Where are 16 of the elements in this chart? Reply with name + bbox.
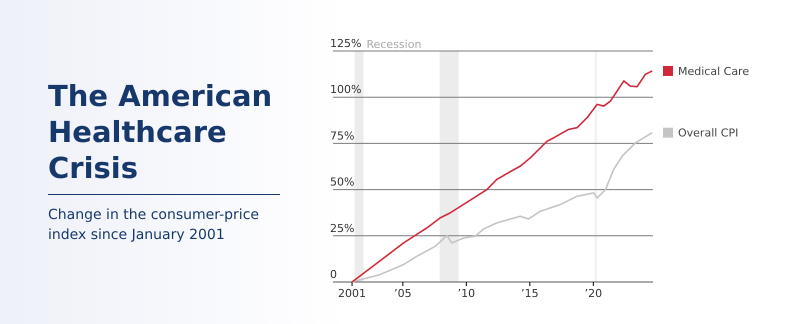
- x-tick-label: ’20: [584, 286, 602, 300]
- y-tick-label: 50%: [330, 176, 354, 189]
- legend-label: Overall CPI: [678, 126, 738, 140]
- y-tick-label: 25%: [330, 222, 354, 235]
- x-tick-label: ’05: [394, 286, 412, 300]
- text: Change in the consumer-price index since January 2001: [48, 206, 260, 245]
- legend-label: Medical Care: [678, 64, 750, 78]
- text: The American Healthcare Crisis: [48, 78, 274, 186]
- y-tick-label: 75%: [330, 129, 354, 142]
- y-tick-label: 0: [330, 268, 337, 281]
- band-label: Recession: [366, 38, 422, 51]
- y-tick-label: 100%: [330, 83, 362, 96]
- y-tick-label: 125%: [330, 37, 362, 50]
- x-tick-label: ’15: [521, 286, 539, 300]
- x-tick-label: 2001: [338, 286, 366, 300]
- x-tick-label: ’10: [458, 286, 476, 300]
